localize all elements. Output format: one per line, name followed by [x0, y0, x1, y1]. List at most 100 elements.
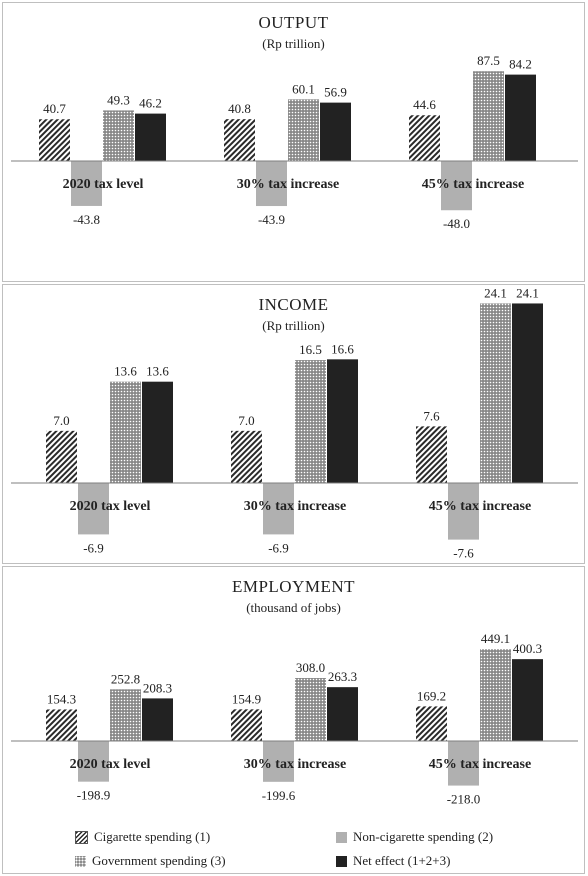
- bar-net-effect-2020-tax-level: [142, 698, 173, 741]
- bar-cigarette-spending-30-tax-increase: [224, 119, 255, 161]
- data-label-non-cigarette-spending-30-tax-increase: -43.9: [258, 212, 285, 227]
- bar-non-cigarette-spending-2020-tax-level: [78, 741, 109, 782]
- bar-net-effect-30-tax-increase: [327, 359, 358, 483]
- category-label-30-tax-increase: 30% tax increase: [244, 499, 346, 514]
- data-label-net-effect-2020-tax-level: 46.2: [139, 96, 162, 111]
- bar-non-cigarette-spending-2020-tax-level: [71, 161, 102, 206]
- category-label-2020-tax-level: 2020 tax level: [70, 499, 151, 514]
- bar-government-spending-30-tax-increase: [295, 678, 326, 741]
- bar-cigarette-spending-45-tax-increase: [416, 706, 447, 741]
- income-title: INCOME: [258, 295, 329, 314]
- data-label-net-effect-2020-tax-level: 13.6: [146, 364, 169, 379]
- income-subtitle: (Rp trillion): [262, 318, 325, 333]
- employment-panel: EMPLOYMENT (thousand of jobs) 154.3 -198.…: [2, 566, 585, 874]
- bar-non-cigarette-spending-30-tax-increase: [263, 483, 294, 535]
- bar-net-effect-45-tax-increase: [512, 659, 543, 741]
- data-label-net-effect-45-tax-increase: 400.3: [513, 641, 542, 656]
- category-label-2020-tax-level: 2020 tax level: [63, 177, 144, 192]
- legend: Cigarette spending (1) Non-cigarette spe…: [3, 823, 584, 871]
- legend-item-government: Government spending (3): [75, 853, 226, 869]
- category-label-45-tax-increase: 45% tax increase: [429, 757, 531, 772]
- data-label-non-cigarette-spending-30-tax-increase: -199.6: [262, 788, 296, 803]
- bar-government-spending-45-tax-increase: [480, 649, 511, 741]
- data-label-government-spending-2020-tax-level: 49.3: [107, 92, 130, 107]
- data-label-cigarette-spending-2020-tax-level: 40.7: [43, 101, 66, 116]
- bar-government-spending-45-tax-increase: [473, 71, 504, 161]
- data-label-government-spending-45-tax-increase: 449.1: [481, 631, 510, 646]
- legend-item-net-effect: Net effect (1+2+3): [336, 853, 450, 869]
- bar-non-cigarette-spending-45-tax-increase: [448, 741, 479, 786]
- bar-net-effect-45-tax-increase: [512, 303, 543, 483]
- data-label-net-effect-30-tax-increase: 16.6: [331, 341, 354, 356]
- data-label-net-effect-30-tax-increase: 56.9: [324, 85, 347, 100]
- data-label-cigarette-spending-45-tax-increase: 169.2: [417, 688, 446, 703]
- data-label-non-cigarette-spending-30-tax-increase: -6.9: [268, 540, 289, 555]
- data-label-government-spending-2020-tax-level: 13.6: [114, 364, 137, 379]
- category-label-45-tax-increase: 45% tax increase: [429, 499, 531, 514]
- data-label-non-cigarette-spending-45-tax-increase: -48.0: [443, 216, 470, 231]
- output-title: OUTPUT: [258, 13, 329, 32]
- category-label-2020-tax-level: 2020 tax level: [70, 757, 151, 772]
- bar-net-effect-45-tax-increase: [505, 74, 536, 161]
- data-label-government-spending-2020-tax-level: 252.8: [111, 671, 140, 686]
- bar-government-spending-30-tax-increase: [288, 99, 319, 161]
- bar-cigarette-spending-45-tax-increase: [416, 426, 447, 483]
- legend-label-government: Government spending (3): [92, 853, 226, 868]
- data-label-net-effect-45-tax-increase: 84.2: [509, 57, 532, 72]
- data-label-net-effect-30-tax-increase: 263.3: [328, 669, 357, 684]
- bar-cigarette-spending-30-tax-increase: [231, 709, 262, 741]
- cigarette-swatch-icon: [75, 830, 88, 844]
- data-label-cigarette-spending-30-tax-increase: 40.8: [228, 101, 251, 116]
- bar-cigarette-spending-30-tax-increase: [231, 430, 262, 483]
- data-label-non-cigarette-spending-45-tax-increase: -7.6: [453, 546, 474, 561]
- bar-government-spending-2020-tax-level: [110, 689, 141, 741]
- bar-net-effect-2020-tax-level: [135, 113, 166, 161]
- bar-government-spending-2020-tax-level: [110, 381, 141, 483]
- data-label-government-spending-45-tax-increase: 24.1: [484, 285, 507, 300]
- legend-label-net-effect: Net effect (1+2+3): [353, 853, 451, 868]
- employment-title: EMPLOYMENT: [231, 577, 356, 596]
- income-chart: 7.0 -6.9 13.6 13.6 2020 tax level 7.0 -6.9 16.5…: [11, 285, 578, 561]
- legend-item-non-cigarette: Non-cigarette spending (2): [336, 829, 493, 845]
- bar-cigarette-spending-2020-tax-level: [46, 430, 77, 483]
- bar-government-spending-45-tax-increase: [480, 303, 511, 483]
- data-label-non-cigarette-spending-2020-tax-level: -6.9: [83, 540, 104, 555]
- bar-cigarette-spending-2020-tax-level: [39, 119, 70, 161]
- category-label-45-tax-increase: 45% tax increase: [422, 177, 524, 192]
- data-label-non-cigarette-spending-45-tax-increase: -218.0: [447, 792, 481, 807]
- data-label-government-spending-30-tax-increase: 308.0: [296, 660, 325, 675]
- data-label-government-spending-30-tax-increase: 60.1: [292, 81, 315, 96]
- data-label-cigarette-spending-30-tax-increase: 7.0: [238, 413, 254, 428]
- bar-non-cigarette-spending-30-tax-increase: [263, 741, 294, 782]
- data-label-non-cigarette-spending-2020-tax-level: -198.9: [77, 788, 111, 803]
- bar-non-cigarette-spending-45-tax-increase: [441, 161, 472, 211]
- bar-non-cigarette-spending-30-tax-increase: [256, 161, 287, 207]
- non-cigarette-swatch-icon: [336, 831, 347, 843]
- legend-label-non-cigarette: Non-cigarette spending (2): [353, 829, 494, 844]
- category-label-30-tax-increase: 30% tax increase: [244, 757, 346, 772]
- bar-net-effect-30-tax-increase: [320, 102, 351, 161]
- bar-net-effect-30-tax-increase: [327, 687, 358, 741]
- bar-non-cigarette-spending-45-tax-increase: [448, 483, 479, 540]
- data-label-cigarette-spending-45-tax-increase: 7.6: [423, 408, 440, 423]
- data-label-net-effect-2020-tax-level: 208.3: [143, 680, 172, 695]
- bar-government-spending-30-tax-increase: [295, 360, 326, 483]
- employment-subtitle: (thousand of jobs): [246, 600, 341, 615]
- data-label-government-spending-30-tax-increase: 16.5: [299, 342, 322, 357]
- net-effect-swatch-icon: [336, 855, 347, 867]
- income-panel: INCOME (Rp trillion) 7.0 -6.9 13.6 13.6 2020…: [2, 284, 585, 564]
- government-swatch-icon: [75, 855, 86, 867]
- data-label-net-effect-45-tax-increase: 24.1: [516, 285, 539, 300]
- bar-non-cigarette-spending-2020-tax-level: [78, 483, 109, 535]
- data-label-cigarette-spending-45-tax-increase: 44.6: [413, 97, 436, 112]
- legend-label-cigarette: Cigarette spending (1): [94, 829, 211, 844]
- output-chart: 40.7 -43.8 49.3 46.2 2020 tax level 40.8 -43.9…: [11, 53, 578, 231]
- legend-item-cigarette: Cigarette spending (1): [75, 829, 210, 845]
- category-label-30-tax-increase: 30% tax increase: [237, 177, 339, 192]
- data-label-cigarette-spending-2020-tax-level: 154.3: [47, 691, 76, 706]
- bar-net-effect-2020-tax-level: [142, 381, 173, 483]
- data-label-non-cigarette-spending-2020-tax-level: -43.8: [73, 212, 100, 227]
- bar-cigarette-spending-2020-tax-level: [46, 709, 77, 741]
- bar-government-spending-2020-tax-level: [103, 110, 134, 161]
